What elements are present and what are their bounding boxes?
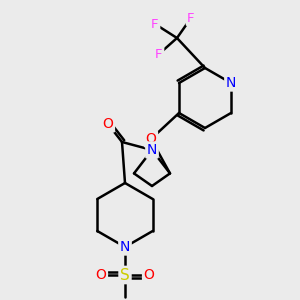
Text: O: O bbox=[103, 117, 113, 131]
Text: F: F bbox=[151, 17, 159, 31]
Text: N: N bbox=[147, 143, 157, 157]
Text: O: O bbox=[144, 268, 154, 282]
Text: O: O bbox=[96, 268, 106, 282]
Text: N: N bbox=[120, 240, 130, 254]
Text: F: F bbox=[187, 11, 195, 25]
Text: F: F bbox=[155, 47, 163, 61]
Text: S: S bbox=[120, 268, 130, 283]
Text: O: O bbox=[146, 132, 157, 146]
Text: N: N bbox=[226, 76, 236, 90]
